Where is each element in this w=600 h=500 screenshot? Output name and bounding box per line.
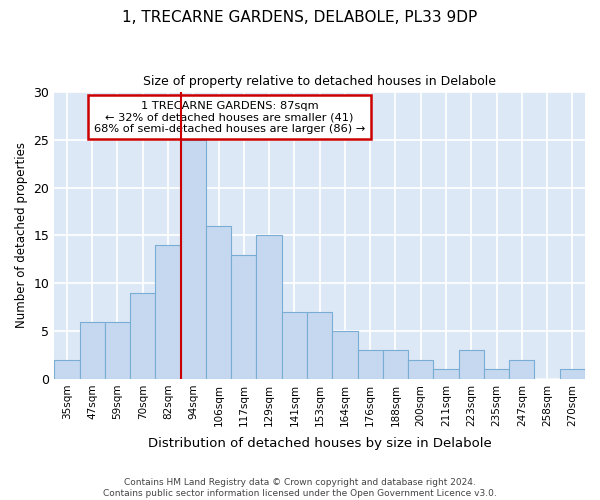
Bar [332, 331, 358, 379]
Bar [231, 254, 256, 379]
Y-axis label: Number of detached properties: Number of detached properties [15, 142, 28, 328]
Text: Contains HM Land Registry data © Crown copyright and database right 2024.
Contai: Contains HM Land Registry data © Crown c… [103, 478, 497, 498]
Bar [155, 245, 181, 379]
Title: Size of property relative to detached houses in Delabole: Size of property relative to detached ho… [143, 75, 496, 88]
Bar [105, 322, 130, 379]
Bar [383, 350, 408, 379]
Text: 1, TRECARNE GARDENS, DELABOLE, PL33 9DP: 1, TRECARNE GARDENS, DELABOLE, PL33 9DP [122, 10, 478, 25]
Bar [206, 226, 231, 379]
Bar [282, 312, 307, 379]
Bar [256, 236, 282, 379]
Text: 1 TRECARNE GARDENS: 87sqm
← 32% of detached houses are smaller (41)
68% of semi-: 1 TRECARNE GARDENS: 87sqm ← 32% of detac… [94, 100, 365, 134]
Bar [130, 293, 155, 379]
Bar [181, 140, 206, 379]
Bar [433, 370, 458, 379]
Bar [484, 370, 509, 379]
X-axis label: Distribution of detached houses by size in Delabole: Distribution of detached houses by size … [148, 437, 491, 450]
Bar [560, 370, 585, 379]
Bar [458, 350, 484, 379]
Bar [509, 360, 535, 379]
Bar [358, 350, 383, 379]
Bar [307, 312, 332, 379]
Bar [54, 360, 80, 379]
Bar [80, 322, 105, 379]
Bar [408, 360, 433, 379]
